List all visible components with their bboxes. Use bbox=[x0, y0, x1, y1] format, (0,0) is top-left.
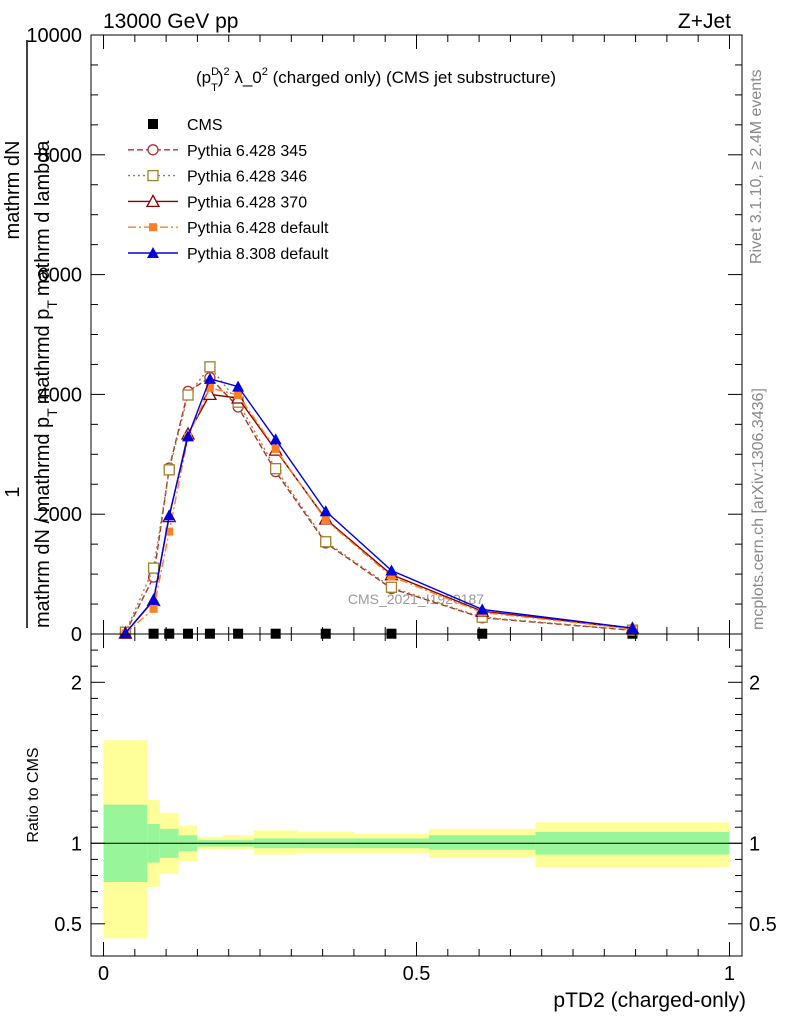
data-point bbox=[385, 564, 398, 576]
data-point bbox=[205, 383, 214, 392]
data-point bbox=[234, 390, 243, 399]
inner-band bbox=[429, 835, 536, 850]
data-point bbox=[385, 581, 398, 593]
y-tick-label: 2000 bbox=[38, 504, 83, 526]
data-point bbox=[320, 536, 332, 548]
x-tick-label: 1 bbox=[724, 963, 735, 985]
data-point bbox=[149, 604, 158, 613]
data-point bbox=[319, 505, 332, 517]
main-y-axis: 0 2000 4000 6000 8000 10000 bbox=[26, 25, 742, 646]
legend-label: Pythia 6.428 345 bbox=[187, 143, 307, 160]
legend-marker bbox=[148, 119, 158, 129]
data-point bbox=[163, 509, 176, 521]
legend-item-p345: Pythia 6.428 345 bbox=[128, 143, 307, 160]
svg-text:1: 1 bbox=[2, 486, 24, 497]
series-line bbox=[124, 365, 633, 633]
data-point bbox=[271, 444, 280, 453]
ratio-ylabel: Ratio to CMS bbox=[25, 747, 42, 842]
data-point bbox=[626, 622, 639, 634]
legend-item-cms: CMS bbox=[148, 117, 223, 134]
legend-label: Pythia 6.428 370 bbox=[187, 194, 307, 211]
ratio-y-tick-label: 0.5 bbox=[54, 914, 82, 936]
data-point bbox=[182, 389, 194, 401]
x-tick-label: 0 bbox=[98, 963, 109, 985]
y-tick-label: 8000 bbox=[38, 145, 83, 167]
data-point bbox=[163, 464, 175, 476]
main-ylabel: 1 mathrm dN mathrm dN / mathrmd pTmathrm… bbox=[2, 40, 60, 628]
data-point bbox=[165, 527, 174, 536]
legend-marker bbox=[149, 223, 157, 232]
legend-item-p346: Pythia 6.428 346 bbox=[128, 169, 307, 186]
data-point bbox=[204, 361, 216, 373]
ratio-y-tick-label-right: 0.5 bbox=[749, 914, 777, 936]
ratio-y-axis: 0.5 0.5 1 1 2 2 bbox=[54, 649, 777, 936]
data-point bbox=[321, 516, 330, 525]
data-point bbox=[119, 627, 132, 639]
y-tick-label: 4000 bbox=[38, 384, 83, 406]
mcplots-label: mcplots.cern.ch [arXiv:1306.3436] bbox=[750, 388, 767, 630]
header-channel: Z+Jet bbox=[678, 10, 731, 33]
data-point bbox=[387, 572, 396, 581]
legend-marker bbox=[147, 169, 159, 182]
ratio-xlabel: pTD2 (charged-only) bbox=[553, 989, 746, 1012]
legend-label: CMS bbox=[187, 117, 223, 134]
data-point bbox=[269, 433, 282, 445]
ratio-y-tick-label-right: 1 bbox=[749, 833, 760, 855]
legend-label: Pythia 6.428 default bbox=[187, 220, 329, 237]
ratio-y-tick-label: 1 bbox=[71, 833, 82, 855]
y-tick-label: 10000 bbox=[26, 25, 82, 47]
legend-label: Pythia 6.428 346 bbox=[187, 169, 307, 186]
y-tick-label: 0 bbox=[71, 624, 82, 646]
series-p8def bbox=[119, 372, 639, 639]
x-tick-label: 0.5 bbox=[403, 963, 431, 985]
data-point bbox=[476, 603, 489, 615]
legend: CMS Pythia 6.428 345 Pythia 6.428 346 Pythi… bbox=[128, 117, 329, 263]
legend-label: Pythia 8.308 default bbox=[187, 246, 329, 263]
header-process: 13000 GeV pp bbox=[103, 10, 238, 33]
ratio-x-axis: 0 0.5 1 bbox=[98, 634, 735, 985]
legend-item-p370: Pythia 6.428 370 bbox=[128, 194, 307, 211]
uncertainty-bands bbox=[103, 740, 730, 939]
data-point bbox=[147, 562, 160, 574]
legend-item-p6def: Pythia 6.428 default bbox=[128, 220, 329, 237]
ratio-frame bbox=[90, 633, 743, 957]
legend-marker bbox=[145, 194, 161, 208]
legend-marker bbox=[147, 144, 159, 156]
plot-title: (pD T)2 λ_02 (charged only) (CMS jet subs… bbox=[196, 66, 556, 94]
legend-item-p8def: Pythia 8.308 default bbox=[128, 246, 329, 263]
svg-text:mathrm dN: mathrm dN bbox=[2, 141, 24, 240]
ratio-y-tick-label: 2 bbox=[71, 672, 82, 694]
svg-text:mathrm dN / mathrmd pTmathrmd: mathrm dN / mathrmd pTmathrmd pTmathrm d… bbox=[32, 140, 60, 628]
data-point bbox=[203, 372, 216, 384]
legend-marker bbox=[147, 247, 159, 258]
ratio-panel: 0.5 0.51 12 2 0 0.5 1 Ratio to CMS pTD2 (char… bbox=[25, 633, 777, 1012]
rivet-label: Rivet 3.1.10, ≥ 2.4M events bbox=[748, 69, 765, 264]
data-point bbox=[270, 463, 282, 475]
data-point bbox=[147, 593, 160, 605]
data-point bbox=[182, 430, 195, 442]
data-point bbox=[232, 380, 245, 392]
ratio-y-tick-label-right: 2 bbox=[749, 672, 760, 694]
y-tick-label: 6000 bbox=[38, 265, 83, 287]
